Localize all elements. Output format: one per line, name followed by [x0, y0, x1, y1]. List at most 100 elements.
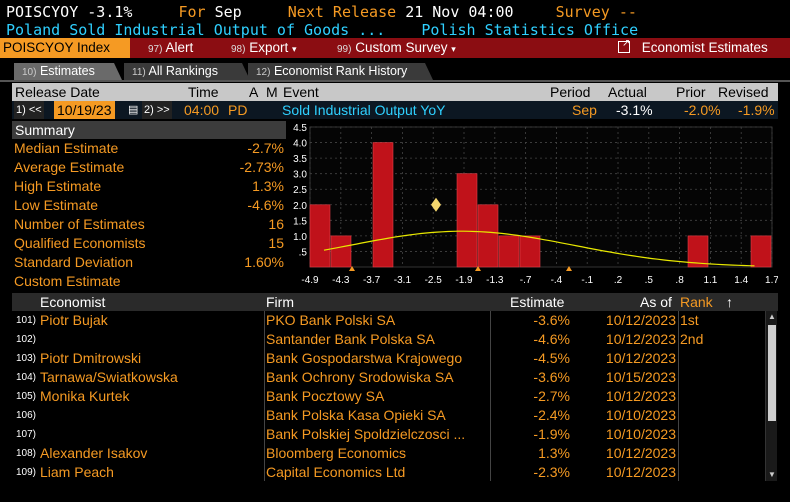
firm-name[interactable]: Bank Polskiej Spoldzielczosci ...: [266, 426, 466, 442]
export-button[interactable]: 98) Export ▾: [231, 38, 297, 58]
firm-name[interactable]: Santander Bank Polska SA: [266, 331, 435, 347]
x-tick-label: .2: [614, 275, 623, 286]
next-release-button[interactable]: 2) >>: [142, 101, 172, 119]
economist-name[interactable]: Liam Peach: [40, 464, 114, 480]
economist-name[interactable]: Alexander Isakov: [40, 445, 148, 461]
table-row[interactable]: 103) Piotr Dmitrowski Bank Gospodarstwa Kr…: [12, 349, 764, 368]
table-row[interactable]: 101) Piotr Bujak PKO Bank Polski SA -3.6% 10…: [12, 311, 764, 330]
firm-name[interactable]: Bloomberg Economics: [266, 445, 407, 461]
column-divider: [678, 311, 679, 481]
summary-label: Low Estimate: [14, 197, 99, 213]
distribution-curve: [323, 230, 755, 267]
custom-survey-button[interactable]: 99) Custom Survey ▾: [337, 38, 456, 58]
tab-economist-rank-history[interactable]: 12) Economist Rank History: [248, 63, 433, 80]
toolbar: POISCYOY Index 97) Alert 98) Export ▾ 99…: [0, 38, 790, 58]
survey-value: --: [618, 3, 637, 21]
previous-release-button[interactable]: 1) <<: [14, 101, 44, 119]
estimate-value: -4.6%: [533, 331, 570, 347]
col-a: A: [249, 84, 259, 100]
estimate-value: -2.3%: [533, 464, 570, 480]
summary-row: Standard Deviation 1.60%: [12, 253, 286, 272]
table-row[interactable]: 102) Santander Bank Polska SA -4.6% 10/12/2…: [12, 330, 764, 349]
data-source: Polish Statistics Office: [421, 21, 639, 39]
for-value: Sep: [214, 3, 242, 21]
economist-name[interactable]: Tarnawa/Swiatkowska: [40, 369, 178, 385]
alert-button[interactable]: 97) Alert: [148, 38, 193, 58]
economist-estimates-label: Economist Estimates: [641, 40, 768, 55]
col-release-date: Release Date: [15, 84, 100, 100]
tab-estimates[interactable]: 10) Estimates: [14, 63, 122, 80]
tab-label: Economist Rank History: [273, 64, 408, 78]
axis-marker: [475, 266, 481, 271]
release-date-field[interactable]: 10/19/23: [54, 101, 115, 119]
table-row[interactable]: 104) Tarnawa/Swiatkowska Bank Ochrony Srod…: [12, 368, 764, 387]
economist-name[interactable]: Monika Kurtek: [40, 388, 130, 404]
scroll-down-icon[interactable]: ▼: [768, 470, 776, 479]
next-release-value: 21 Nov 04:00: [405, 3, 514, 21]
table-row[interactable]: 108) Alexander Isakov Bloomberg Economics 1…: [12, 444, 764, 463]
histogram-bar: [477, 204, 499, 268]
export-label: Export: [249, 40, 289, 55]
histogram-bar: [372, 142, 394, 268]
firm-name[interactable]: Capital Economics Ltd: [266, 464, 406, 480]
firm-name[interactable]: PKO Bank Polski SA: [266, 312, 396, 328]
estimate-value: -3.6%: [533, 369, 570, 385]
tab-all-rankings[interactable]: 11) All Rankings: [124, 63, 250, 80]
release-revised: -1.9%: [738, 102, 775, 118]
summary-value: -4.6%: [247, 197, 284, 213]
rank-value: 1st: [680, 312, 699, 328]
calendar-icon[interactable]: ▤: [128, 104, 139, 116]
next-release-label: Next Release: [287, 3, 397, 21]
tab-divider: [0, 80, 790, 82]
security-description: Poland Sold Industrial Output of Goods .…: [6, 21, 386, 39]
tab-num: 11): [132, 67, 146, 78]
summary-row: Qualified Economists 15: [12, 234, 286, 253]
table-row[interactable]: 106) Bank Polska Kasa Opieki SA -2.4% 10/10…: [12, 406, 764, 425]
table-row[interactable]: 105) Monika Kurtek Bank Pocztowy SA -2.7% 10…: [12, 387, 764, 406]
scroll-up-icon[interactable]: ▲: [768, 312, 776, 321]
x-tick-label: .5: [645, 275, 654, 286]
sort-ascending-icon[interactable]: ↑: [726, 294, 733, 310]
col-as-of[interactable]: As of: [640, 294, 672, 310]
rank-value: 2nd: [680, 331, 704, 347]
column-divider: [264, 311, 265, 481]
col-rank[interactable]: Rank: [680, 294, 713, 310]
summary-label: Median Estimate: [14, 140, 119, 156]
firm-name[interactable]: Bank Polska Kasa Opieki SA: [266, 407, 446, 423]
release-event[interactable]: Sold Industrial Output YoY: [282, 102, 446, 118]
row-index: 104): [16, 372, 37, 383]
firm-name[interactable]: Bank Pocztowy SA: [266, 388, 385, 404]
col-economist[interactable]: Economist: [40, 294, 106, 310]
firm-name[interactable]: Bank Ochrony Srodowiska SA: [266, 369, 454, 385]
economist-estimates-link[interactable]: ↗ Economist Estimates: [618, 38, 768, 58]
row-index: 101): [16, 315, 37, 326]
histogram-bar: [687, 235, 709, 268]
estimate-value: -2.7%: [533, 388, 570, 404]
row-index: 106): [16, 410, 37, 421]
scroll-thumb[interactable]: [768, 325, 776, 421]
row-index: 105): [16, 391, 37, 402]
x-tick-label: -.7: [520, 275, 532, 286]
col-estimate[interactable]: Estimate: [510, 294, 565, 310]
estimate-value: -4.5%: [533, 350, 570, 366]
firm-name[interactable]: Bank Gospodarstwa Krajowego: [266, 350, 463, 366]
economist-name[interactable]: Piotr Dmitrowski: [40, 350, 142, 366]
col-firm[interactable]: Firm: [266, 294, 294, 310]
y-tick-label: 4.5: [293, 123, 307, 134]
table-row[interactable]: 109) Liam Peach Capital Economics Ltd -2.3%…: [12, 463, 764, 482]
x-tick-label: 1.1: [703, 275, 717, 286]
chevron-down-icon: ▾: [451, 44, 456, 54]
row-index: 108): [16, 448, 37, 459]
for-label: For: [178, 3, 206, 21]
economist-name[interactable]: Piotr Bujak: [40, 312, 108, 328]
release-row: 1) << 10/19/23 ▤ 2) >> 04:00 PD Sold Ind…: [12, 101, 778, 119]
summary-label: Number of Estimates: [14, 216, 145, 232]
row-index: 102): [16, 334, 37, 345]
col-actual: Actual: [608, 84, 647, 100]
x-tick-label: 1.7: [765, 275, 778, 286]
x-tick-label: -2.5: [425, 275, 443, 286]
table-scrollbar[interactable]: ▲ ▼: [765, 311, 777, 481]
table-row[interactable]: 107) Bank Polskiej Spoldzielczosci ... -1.…: [12, 425, 764, 444]
summary-row: High Estimate 1.3%: [12, 177, 286, 196]
col-revised: Revised: [718, 84, 769, 100]
